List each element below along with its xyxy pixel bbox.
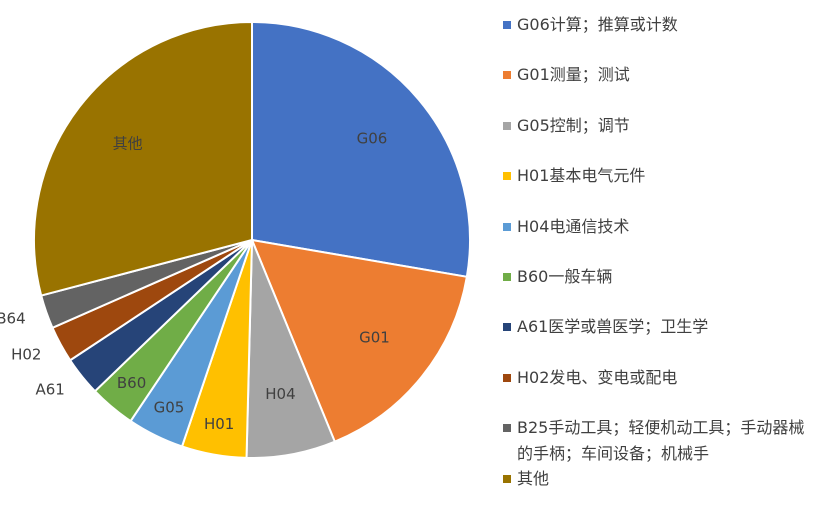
legend-label: H01基本电气元件 — [517, 166, 646, 186]
legend-swatch — [503, 21, 511, 29]
legend-label: 其他 — [517, 468, 550, 488]
pie-area: G06 G01 H04 H01 G05 B60 A61 H02 B64 其他 — [0, 20, 472, 459]
legend-item: G05控制；调节 — [503, 113, 815, 163]
legend-swatch — [503, 172, 511, 181]
legend-swatch — [503, 424, 511, 433]
legend-swatch — [503, 373, 511, 382]
legend-swatch — [503, 222, 511, 231]
legend-label: G01测量；测试 — [517, 65, 630, 85]
slice-label: G05 — [154, 399, 185, 417]
chart: G06 G01 H04 H01 G05 B60 A61 H02 B64 其他 G06计算；推算或计… — [0, 15, 804, 488]
legend-label: H04电通信技术 — [517, 216, 630, 236]
legend-swatch — [503, 272, 511, 281]
legend-item: H02发电、变电或配电 — [503, 365, 815, 415]
legend-item: G01测量；测试 — [503, 62, 815, 112]
legend-label: A61医学或兽医学；卫生学 — [517, 317, 709, 337]
legend-swatch — [503, 71, 511, 80]
slice-label: H01 — [204, 415, 234, 433]
slice-label: H04 — [265, 385, 295, 403]
legend-swatch — [503, 474, 511, 483]
pie-slice — [33, 20, 253, 297]
legend: G06计算；推算或计数 G01测量；测试 G05控制；调节 H01基本电气元件 H04电… — [503, 12, 815, 516]
legend-item: B60一般车辆 — [503, 264, 815, 314]
legend-item: G06计算；推算或计数 — [503, 12, 815, 62]
legend-swatch — [503, 323, 511, 332]
slice-label: H02 — [11, 345, 41, 363]
legend-label: G05控制；调节 — [517, 115, 630, 135]
pie-slice — [250, 238, 469, 443]
slice-label: B60 — [117, 374, 146, 392]
legend-item: 其他 — [503, 466, 815, 516]
slice-label: 其他 — [113, 135, 143, 153]
slice-label: G06 — [357, 129, 388, 147]
slice-label: A61 — [35, 380, 64, 398]
slice-label: G01 — [359, 329, 390, 347]
legend-swatch — [503, 121, 511, 130]
legend-item: H04电通信技术 — [503, 214, 815, 264]
legend-item: B25手动工具；轻便机动工具；手动器械的手柄；车间设备；机械手 — [503, 415, 815, 465]
legend-label: B60一般车辆 — [517, 266, 613, 286]
pie-slice — [251, 20, 472, 278]
legend-item: A61医学或兽医学；卫生学 — [503, 314, 815, 364]
legend-label: G06计算；推算或计数 — [517, 15, 678, 34]
legend-item: H01基本电气元件 — [503, 163, 815, 213]
legend-label: H02发电、变电或配电 — [517, 367, 678, 387]
slice-label: B64 — [0, 310, 26, 328]
legend-label: B25手动工具；轻便机动工具；手动器械的手柄；车间设备；机械手 — [517, 418, 805, 464]
